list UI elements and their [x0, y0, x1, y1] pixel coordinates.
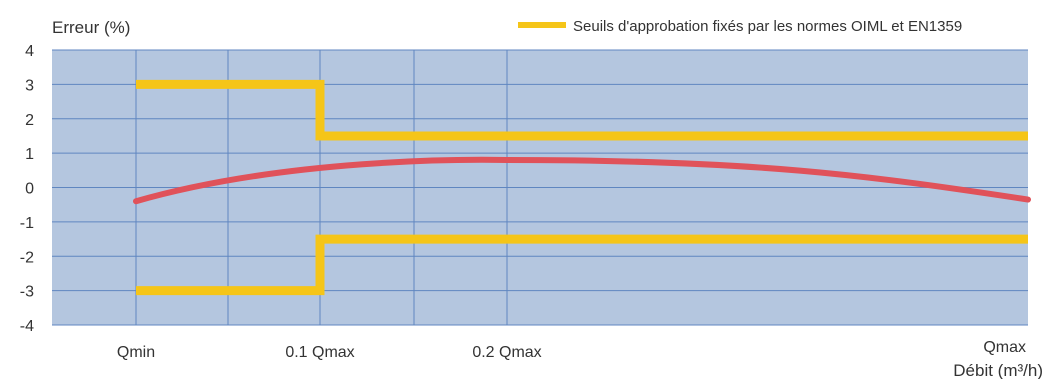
y-tick-label: 4: [25, 43, 34, 60]
y-axis-label: Erreur (%): [52, 18, 130, 37]
y-tick-label: -2: [20, 249, 34, 266]
y-axis: 4 3 2 1 0 -1 -2 -3 -4: [20, 43, 34, 335]
y-tick-label: 0: [25, 181, 34, 198]
y-tick-label: -4: [20, 318, 34, 335]
y-tick-label: 1: [25, 146, 34, 163]
x-axis: Qmin 0.1 Qmax 0.2 Qmax Qmax: [117, 339, 1026, 361]
threshold-upper-line: [136, 79, 1028, 141]
x-tick-label: 0.1 Qmax: [285, 344, 354, 361]
meter-error-curve: [133, 156, 1031, 205]
series-layer: [133, 79, 1031, 296]
x-tick-label: 0.2 Qmax: [472, 344, 541, 361]
y-tick-label: -3: [20, 284, 34, 301]
y-tick-label: 3: [25, 77, 34, 94]
y-tick-label: 2: [25, 112, 34, 129]
legend-label: Seuils d'approbation fixés par les norme…: [573, 18, 962, 35]
legend: Seuils d'approbation fixés par les norme…: [518, 18, 962, 35]
y-tick-label: -1: [20, 215, 34, 232]
legend-swatch: [518, 22, 566, 28]
x-tick-label: Qmin: [117, 344, 155, 361]
x-axis-label: Débit (m³/h): [953, 361, 1043, 379]
x-tick-label: Qmax: [983, 339, 1026, 356]
threshold-lower-line: [136, 234, 1028, 296]
